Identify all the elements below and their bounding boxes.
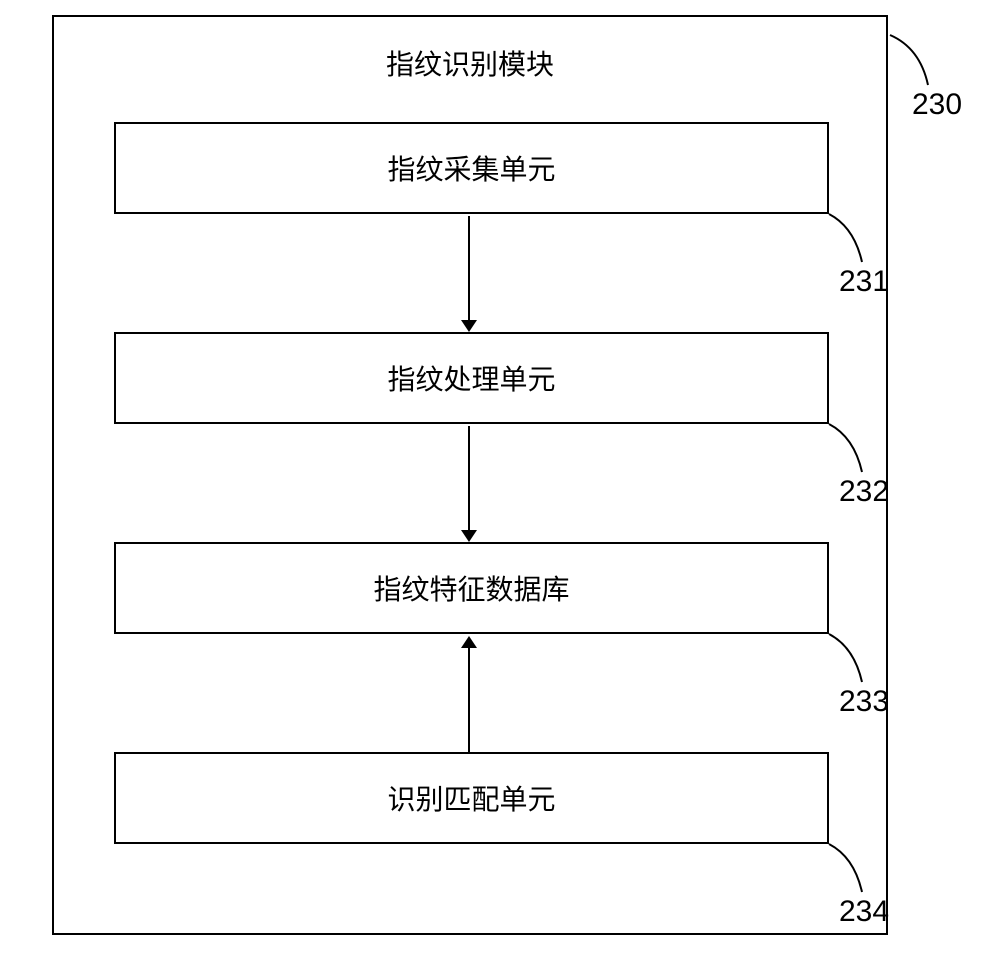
arrowhead-icon <box>461 530 477 542</box>
ref-label-230: 230 <box>912 88 962 122</box>
block-label: 指纹特征数据库 <box>373 568 569 608</box>
arrowhead-icon <box>461 320 477 332</box>
block-collection-unit: 指纹采集单元 <box>114 122 829 214</box>
leader-231 <box>829 214 862 262</box>
block-label: 识别匹配单元 <box>387 778 555 818</box>
block-feature-database: 指纹特征数据库 <box>114 542 829 634</box>
module-container: 指纹识别模块 指纹采集单元 指纹处理单元 指纹特征数据库 识别匹配单元 <box>52 15 888 935</box>
ref-label-234: 234 <box>839 895 889 929</box>
block-processing-unit: 指纹处理单元 <box>114 332 829 424</box>
block-label: 指纹处理单元 <box>387 358 555 398</box>
ref-label-233: 233 <box>839 685 889 719</box>
module-title: 指纹识别模块 <box>386 43 554 83</box>
block-label: 指纹采集单元 <box>387 148 555 188</box>
arrowhead-icon <box>461 636 477 648</box>
block-match-unit: 识别匹配单元 <box>114 752 829 844</box>
ref-label-231: 231 <box>839 265 889 299</box>
ref-label-232: 232 <box>839 475 889 509</box>
leader-233 <box>829 634 862 682</box>
leader-230 <box>890 35 928 85</box>
leader-234 <box>829 844 862 892</box>
leader-232 <box>829 424 862 472</box>
